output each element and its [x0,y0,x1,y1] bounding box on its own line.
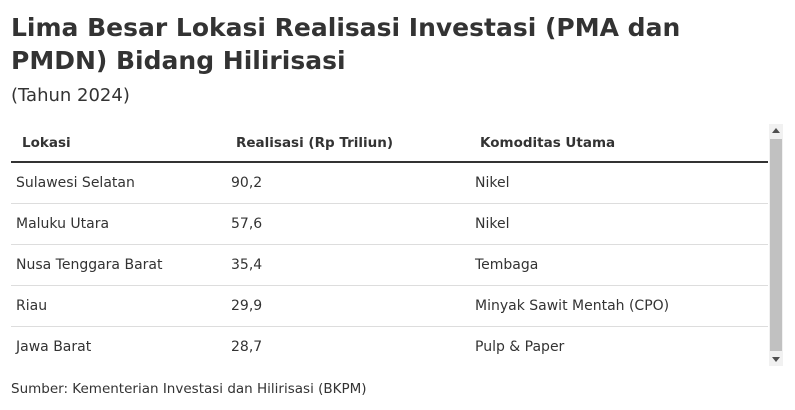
subtitle: (Tahun 2024) [11,85,130,106]
header-row: Lokasi Realisasi (Rp Triliun) Komoditas Ut… [11,124,768,163]
table-cell: Maluku Utara [11,203,229,245]
column-header: Komoditas Utama [475,124,768,163]
column-header: Lokasi [11,124,229,163]
title: Lima Besar Lokasi Realisasi Investasi (P… [11,13,681,75]
table-container: Lokasi Realisasi (Rp Triliun) Komoditas Ut… [11,124,768,366]
table-cell: Sulawesi Selatan [11,162,229,204]
table: Lokasi Realisasi (Rp Triliun) Komoditas Ut… [11,124,768,366]
table-cell: 29,9 [229,285,475,327]
table-cell: Nikel [475,162,768,204]
table-cell: Tembaga [475,244,768,286]
table-body: Sulawesi Selatan 90,2 Nikel Maluku Utara 57,… [11,162,768,366]
table-row: Nusa Tenggara Barat 35,4 Tembaga [11,244,768,286]
table-cell: Riau [11,285,229,327]
scrollbar[interactable] [769,124,783,366]
source: Sumber: Kementerian Investasi dan Hiliri… [11,381,367,397]
table-row: Jawa Barat 28,7 Pulp & Paper [11,326,768,366]
table-cell: 28,7 [229,326,475,366]
table-cell: Pulp & Paper [475,326,768,366]
table-cell: Nikel [475,203,768,245]
table-cell: Nusa Tenggara Barat [11,244,229,286]
table-cell: 35,4 [229,244,475,286]
table-cell: 90,2 [229,162,475,204]
table-row: Maluku Utara 57,6 Nikel [11,203,768,245]
scroll-down[interactable] [772,357,780,362]
table-row: Sulawesi Selatan 90,2 Nikel [11,162,768,204]
table-cell: 57,6 [229,203,475,245]
column-header: Realisasi (Rp Triliun) [229,124,475,163]
scroll-thumb[interactable] [770,139,782,351]
table-cell: Jawa Barat [11,326,229,366]
scroll-up[interactable] [772,128,780,133]
table-cell: Minyak Sawit Mentah (CPO) [475,285,768,327]
table-row: Riau 29,9 Minyak Sawit Mentah (CPO) [11,285,768,327]
